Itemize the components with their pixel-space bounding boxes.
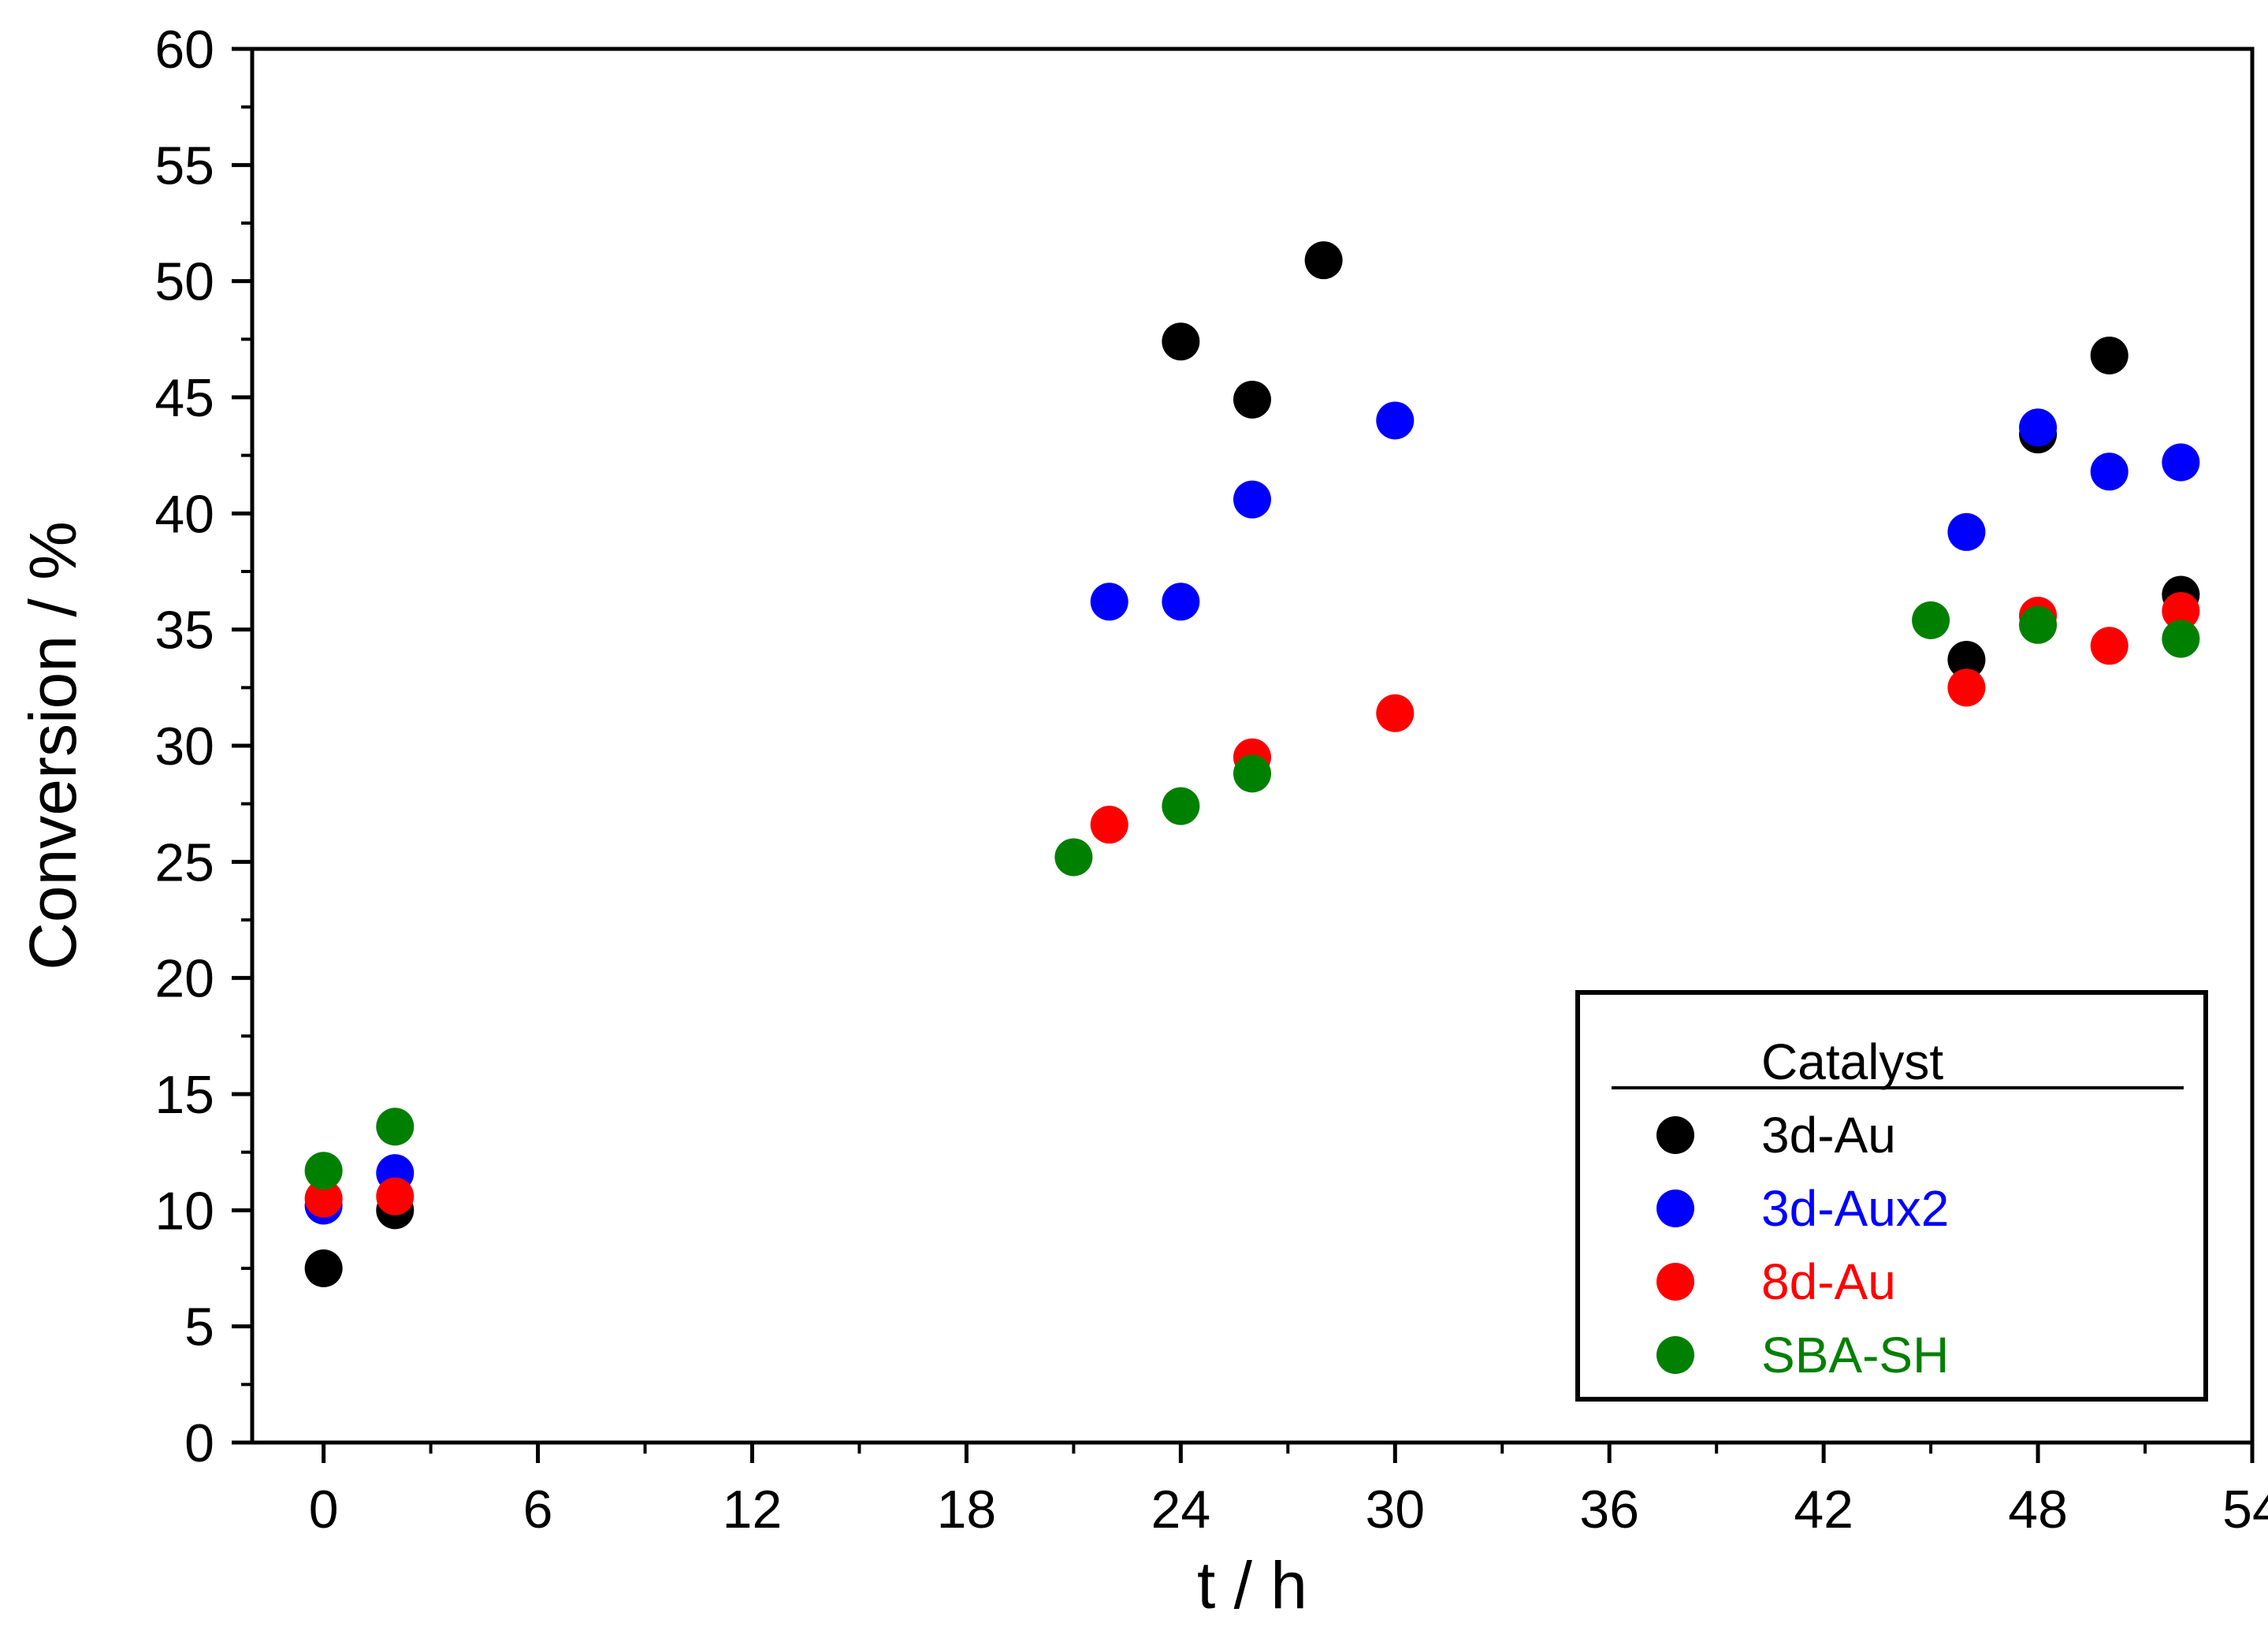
data-point [304, 1249, 343, 1287]
data-point [1912, 601, 1950, 639]
x-axis-title: t / h [1197, 1548, 1307, 1622]
data-point [1162, 787, 1200, 825]
data-point [1947, 640, 1986, 679]
data-point [1054, 838, 1093, 877]
legend-marker [1656, 1190, 1694, 1227]
y-tick-label: 5 [184, 1298, 214, 1357]
y-tick-label: 60 [154, 20, 214, 80]
data-point [2090, 336, 2129, 374]
x-tick-label: 48 [2008, 1480, 2068, 1540]
x-tick-label: 24 [1151, 1480, 1211, 1540]
x-tick-label: 12 [723, 1480, 783, 1540]
series-sba-sh [304, 601, 2200, 1190]
y-tick-label: 40 [154, 484, 214, 544]
data-point [2090, 627, 2129, 665]
y-tick-label: 15 [154, 1065, 214, 1125]
data-point [2019, 408, 2058, 447]
data-point [2162, 443, 2200, 482]
data-point [2162, 620, 2200, 658]
legend-marker [1656, 1263, 1694, 1301]
data-point [1947, 668, 1986, 707]
legend-entries: 3d-Au 3d-Aux2 8d-Au SBA-SH [1656, 1107, 1949, 1383]
y-tick-label: 50 [154, 252, 214, 312]
data-point [1162, 583, 1200, 621]
data-point [1090, 806, 1128, 844]
legend-label: 8d-Au [1761, 1253, 1896, 1310]
y-tick-label: 0 [184, 1413, 214, 1473]
data-point [376, 1108, 415, 1146]
data-point [1376, 401, 1415, 440]
legend-label: 3d-Au [1761, 1107, 1896, 1163]
data-point [1090, 583, 1128, 621]
data-point [376, 1177, 415, 1216]
data-point [2019, 605, 2058, 644]
legend-marker [1656, 1116, 1694, 1154]
data-point [1304, 241, 1343, 280]
data-point [1233, 480, 1271, 519]
y-axis-title: Conversion / % [16, 521, 90, 970]
x-tick-label: 36 [1579, 1480, 1639, 1540]
legend: Catalyst 3d-Au 3d-Aux2 8d-Au SBA-SH [1575, 990, 2208, 1402]
y-tick-label: 10 [154, 1181, 214, 1241]
data-point [1947, 512, 1986, 551]
legend-label: SBA-SH [1761, 1327, 1949, 1383]
x-tick-label: 30 [1365, 1480, 1425, 1540]
x-tick-label: 18 [937, 1480, 997, 1540]
y-tick-label: 30 [154, 717, 214, 776]
y-tick-label: 35 [154, 601, 214, 661]
data-point [2162, 592, 2200, 631]
legend-label: 3d-Aux2 [1761, 1180, 1949, 1237]
legend-marker [1656, 1336, 1694, 1374]
x-tick-label: 6 [523, 1480, 553, 1540]
data-points [304, 241, 2200, 1287]
y-tick-label: 45 [154, 368, 214, 428]
data-point [1376, 694, 1415, 732]
data-point [1162, 322, 1200, 361]
x-tick-label: 54 [2222, 1480, 2268, 1540]
y-tick-label: 55 [154, 136, 214, 195]
data-point [1233, 754, 1271, 793]
x-tick-label: 42 [1794, 1480, 1853, 1540]
data-point [2090, 452, 2129, 491]
x-tick-label: 0 [309, 1480, 339, 1540]
y-tick-label: 20 [154, 949, 214, 1009]
legend-title: Catalyst [1761, 1033, 1943, 1090]
data-point [1233, 380, 1271, 419]
y-tick-label: 25 [154, 832, 214, 892]
data-point [304, 1179, 343, 1218]
data-point [304, 1152, 343, 1190]
axes: 0 6 12 18 24 30 36 42 48 54 0 5 10 15 20 25 30 35 40 45 50 55… [16, 20, 2268, 1622]
